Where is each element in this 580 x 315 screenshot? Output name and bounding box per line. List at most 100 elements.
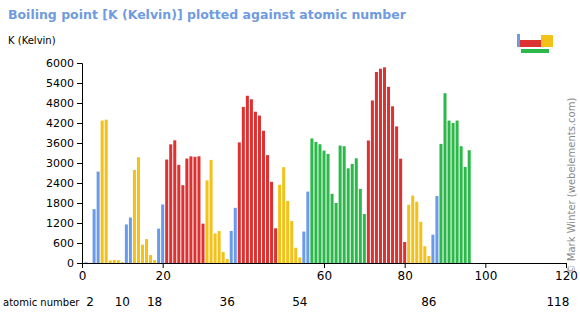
annotation: 36 bbox=[220, 295, 235, 309]
y-tick-mark bbox=[77, 183, 82, 184]
bar bbox=[242, 107, 245, 263]
bar bbox=[262, 131, 265, 263]
bar bbox=[331, 194, 334, 263]
bar bbox=[278, 185, 281, 263]
bar bbox=[407, 205, 410, 263]
y-tick: 1800 bbox=[46, 197, 82, 210]
annotations: 21018365486118 bbox=[86, 295, 569, 309]
bar bbox=[185, 159, 188, 263]
bar bbox=[234, 208, 237, 263]
y-tick-mark bbox=[77, 203, 82, 204]
y-axis: 0600120018002400300036004200480054006000 bbox=[46, 57, 83, 270]
y-tick: 2400 bbox=[46, 177, 82, 190]
icon-part bbox=[520, 40, 541, 47]
bar bbox=[125, 224, 128, 263]
y-tick: 4800 bbox=[46, 97, 82, 110]
bar bbox=[226, 259, 229, 263]
bar bbox=[214, 233, 217, 263]
bar bbox=[254, 112, 257, 263]
bar bbox=[206, 180, 209, 263]
y-tick-label: 600 bbox=[53, 237, 74, 250]
bar bbox=[423, 246, 426, 263]
y-tick-label: 6000 bbox=[46, 57, 74, 70]
y-tick-label: 2400 bbox=[46, 177, 74, 190]
y-tick-label: 3000 bbox=[46, 157, 74, 170]
y-tick: 5400 bbox=[46, 77, 82, 90]
bar bbox=[193, 157, 196, 263]
bar bbox=[153, 260, 156, 263]
x-axis: 0206080100120 bbox=[79, 263, 578, 283]
bar bbox=[322, 151, 325, 263]
x-tick: 20 bbox=[156, 263, 171, 283]
bar bbox=[468, 150, 471, 263]
annotation: 86 bbox=[421, 295, 436, 309]
bar bbox=[117, 260, 120, 263]
y-tick: 4200 bbox=[46, 117, 82, 130]
bar bbox=[351, 164, 354, 263]
bar bbox=[318, 144, 321, 263]
bar bbox=[238, 142, 241, 263]
bar bbox=[456, 121, 459, 263]
y-tick: 6000 bbox=[46, 57, 82, 70]
bar bbox=[222, 252, 225, 263]
y-tick: 3600 bbox=[46, 137, 82, 150]
x-tick-mark bbox=[485, 263, 486, 268]
bar bbox=[274, 228, 277, 263]
bar bbox=[258, 116, 261, 263]
y-tick: 3000 bbox=[46, 157, 82, 170]
y-tick-mark bbox=[77, 123, 82, 124]
bar bbox=[218, 231, 221, 263]
bar bbox=[286, 201, 289, 263]
y-tick-mark bbox=[77, 143, 82, 144]
bar bbox=[375, 72, 378, 263]
bar bbox=[201, 224, 204, 263]
bar bbox=[343, 146, 346, 263]
x-tick-label: 20 bbox=[156, 269, 171, 283]
bar bbox=[399, 159, 402, 263]
bar bbox=[181, 185, 184, 263]
bar bbox=[282, 167, 285, 263]
bar bbox=[314, 142, 317, 263]
bar bbox=[367, 141, 370, 264]
bar bbox=[266, 155, 269, 263]
bar bbox=[306, 192, 309, 263]
bar bbox=[97, 172, 100, 263]
x-tick-mark bbox=[405, 263, 406, 268]
bar bbox=[363, 214, 366, 263]
bar bbox=[169, 144, 172, 263]
bar bbox=[302, 232, 305, 263]
bar bbox=[93, 209, 96, 263]
bar bbox=[197, 156, 200, 263]
x-tick-mark bbox=[324, 263, 325, 268]
bar bbox=[339, 146, 342, 263]
bar bbox=[109, 260, 112, 263]
bar bbox=[391, 106, 394, 263]
x-tick-label: 60 bbox=[317, 269, 332, 283]
bar bbox=[250, 99, 253, 263]
icon-part bbox=[521, 49, 549, 53]
y-tick-mark bbox=[77, 83, 82, 84]
y-tick-mark bbox=[77, 163, 82, 164]
y-tick: 600 bbox=[53, 237, 82, 250]
bar bbox=[246, 96, 249, 263]
bar bbox=[298, 258, 301, 264]
y-tick-mark bbox=[77, 103, 82, 104]
bar bbox=[443, 93, 446, 263]
bar bbox=[113, 260, 116, 263]
bar bbox=[419, 222, 422, 263]
bar bbox=[427, 256, 430, 263]
bar bbox=[411, 196, 414, 263]
y-tick-label: 4200 bbox=[46, 117, 74, 130]
bar bbox=[121, 262, 124, 263]
bar bbox=[137, 157, 140, 263]
x-axis-line bbox=[83, 264, 567, 269]
title: Boiling point [K (Kelvin)] plotted again… bbox=[8, 7, 407, 22]
icon-part bbox=[541, 35, 553, 47]
bar bbox=[448, 121, 451, 263]
bar bbox=[452, 123, 455, 263]
y-tick-label: 3600 bbox=[46, 137, 74, 150]
bar bbox=[415, 202, 418, 263]
bar bbox=[145, 239, 148, 263]
y-axis-title: K (Kelvin) bbox=[8, 35, 56, 46]
y-tick-mark bbox=[77, 63, 82, 64]
